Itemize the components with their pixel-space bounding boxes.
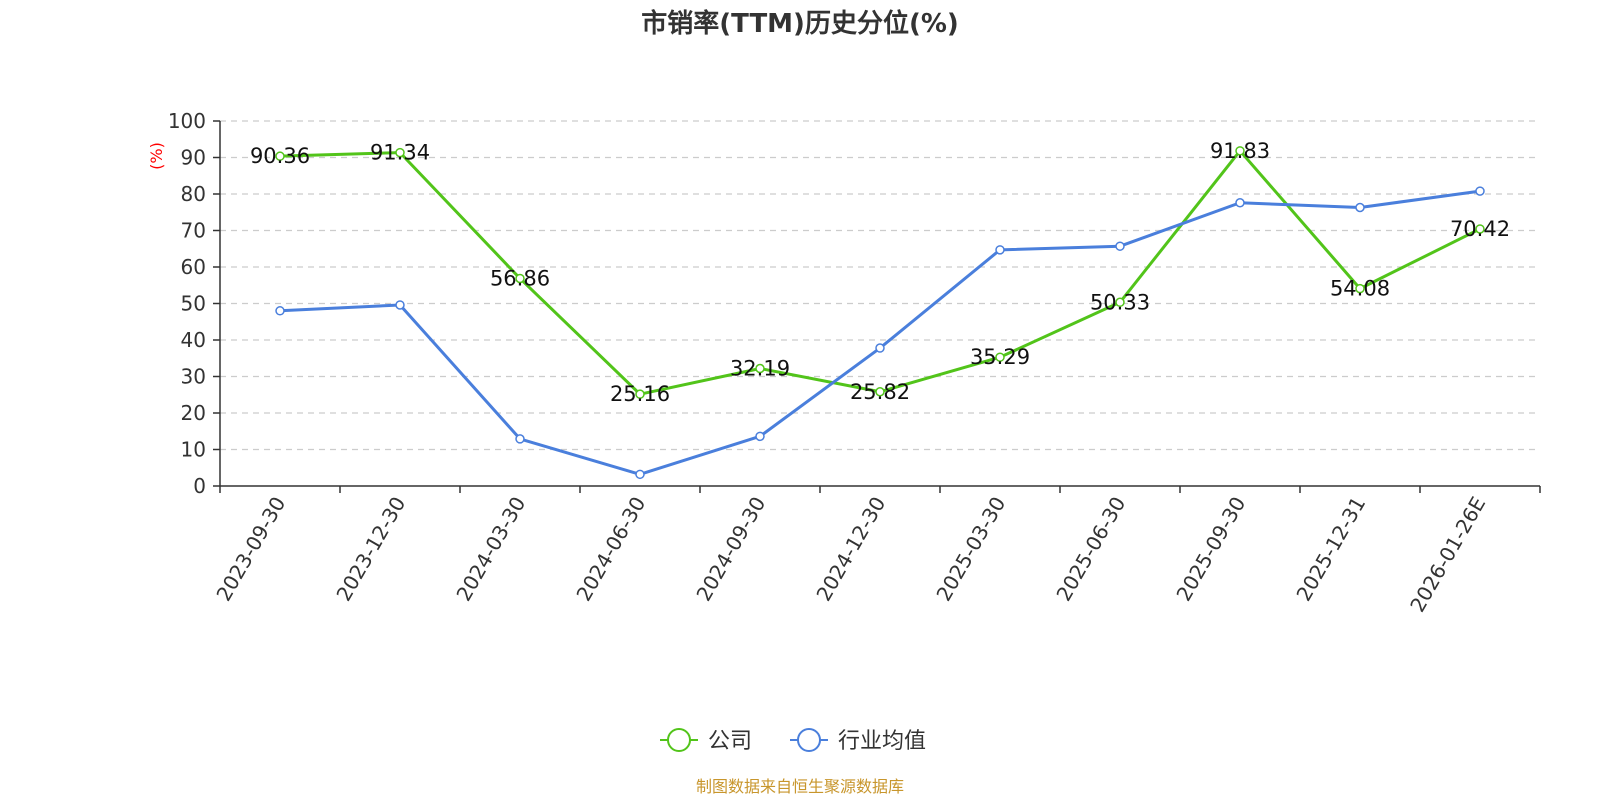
- x-tick-label: 2025-06-30: [1051, 493, 1130, 606]
- data-point[interactable]: [275, 306, 285, 316]
- data-label: 91.83: [1210, 139, 1270, 163]
- data-point[interactable]: [1475, 186, 1485, 196]
- data-label: 50.33: [1090, 290, 1150, 314]
- data-point[interactable]: [275, 151, 285, 161]
- legend-label: 行业均值: [838, 729, 926, 754]
- chart-title: 市销率(TTM)历史分位(%): [641, 8, 959, 39]
- x-tick-label: 2026-01-26E: [1405, 493, 1490, 617]
- x-tick-label: 2025-03-30: [931, 493, 1010, 606]
- y-tick-label: 90: [181, 146, 206, 170]
- data-point[interactable]: [875, 387, 885, 397]
- y-tick-label: 80: [181, 182, 206, 206]
- data-label: 54.08: [1330, 277, 1390, 301]
- data-point[interactable]: [995, 245, 1005, 255]
- data-point[interactable]: [395, 300, 405, 310]
- y-tick-label: 60: [181, 255, 206, 279]
- axes: 0 10 20 30 40 50 60 70 80 90 100 2023-09-30 2023-12-…: [168, 109, 1541, 617]
- series-line-0: [279, 149, 1481, 396]
- y-tick-label: 100: [168, 109, 206, 133]
- data-point[interactable]: [635, 469, 645, 480]
- data-point[interactable]: [1115, 241, 1125, 251]
- data-label: 32.19: [730, 357, 790, 381]
- y-axis-label: (%): [147, 142, 166, 170]
- data-point[interactable]: [515, 434, 525, 444]
- x-tick-label: 2024-03-30: [451, 493, 530, 606]
- data-point[interactable]: [755, 363, 765, 374]
- data-label: 91.34: [370, 141, 430, 165]
- y-tick-label: 50: [181, 292, 206, 316]
- data-point[interactable]: [635, 389, 645, 399]
- data-label: 90.36: [250, 144, 310, 168]
- data-label: 25.16: [610, 382, 670, 406]
- y-tick-label: 0: [193, 474, 206, 498]
- x-tick-label: 2023-09-30: [211, 493, 290, 606]
- x-tick-label: 2024-12-30: [811, 493, 890, 606]
- data-label: 25.82: [850, 380, 910, 404]
- grid: [220, 120, 1540, 451]
- series: [275, 146, 1485, 480]
- x-tick-label: 2024-06-30: [571, 493, 650, 606]
- y-tick-label: 40: [181, 328, 206, 352]
- legend-marker: [667, 728, 691, 752]
- data-point[interactable]: [1115, 297, 1125, 308]
- data-point[interactable]: [1235, 198, 1245, 208]
- y-tick-label: 30: [181, 365, 206, 389]
- y-tick-label: 70: [181, 219, 206, 243]
- data-point[interactable]: [875, 343, 885, 353]
- data-labels: 90.36 91.34 56.86 25.16 32.19 25.82 35.29 50.33…: [250, 139, 1510, 406]
- x-tick-label: 2025-12-31: [1291, 493, 1370, 606]
- data-label: 56.86: [490, 266, 550, 290]
- data-point[interactable]: [1355, 283, 1365, 294]
- legend-item-1[interactable]: 行业均值: [790, 728, 926, 754]
- y-tick-label: 20: [181, 401, 206, 425]
- x-tick-label: 2023-12-30: [331, 493, 410, 606]
- data-point[interactable]: [395, 147, 405, 158]
- data-point[interactable]: [755, 431, 765, 442]
- series-line-1: [279, 189, 1481, 476]
- y-tick-label: 10: [181, 438, 206, 462]
- data-point[interactable]: [515, 273, 525, 284]
- data-point[interactable]: [1235, 146, 1245, 156]
- data-point[interactable]: [995, 352, 1005, 362]
- x-tick-label: 2025-09-30: [1171, 493, 1250, 606]
- data-point[interactable]: [1475, 224, 1485, 234]
- data-point[interactable]: [1355, 202, 1365, 213]
- x-tick-label: 2024-09-30: [691, 493, 770, 606]
- legend-label: 公司: [708, 729, 752, 754]
- source-note: 制图数据来自恒生聚源数据库: [696, 777, 904, 796]
- data-label: 35.29: [970, 345, 1030, 369]
- data-label: 70.42: [1450, 217, 1510, 241]
- legend-marker: [797, 728, 821, 752]
- legend-item-0[interactable]: 公司: [660, 728, 752, 754]
- legend[interactable]: 公司 行业均值: [660, 728, 926, 754]
